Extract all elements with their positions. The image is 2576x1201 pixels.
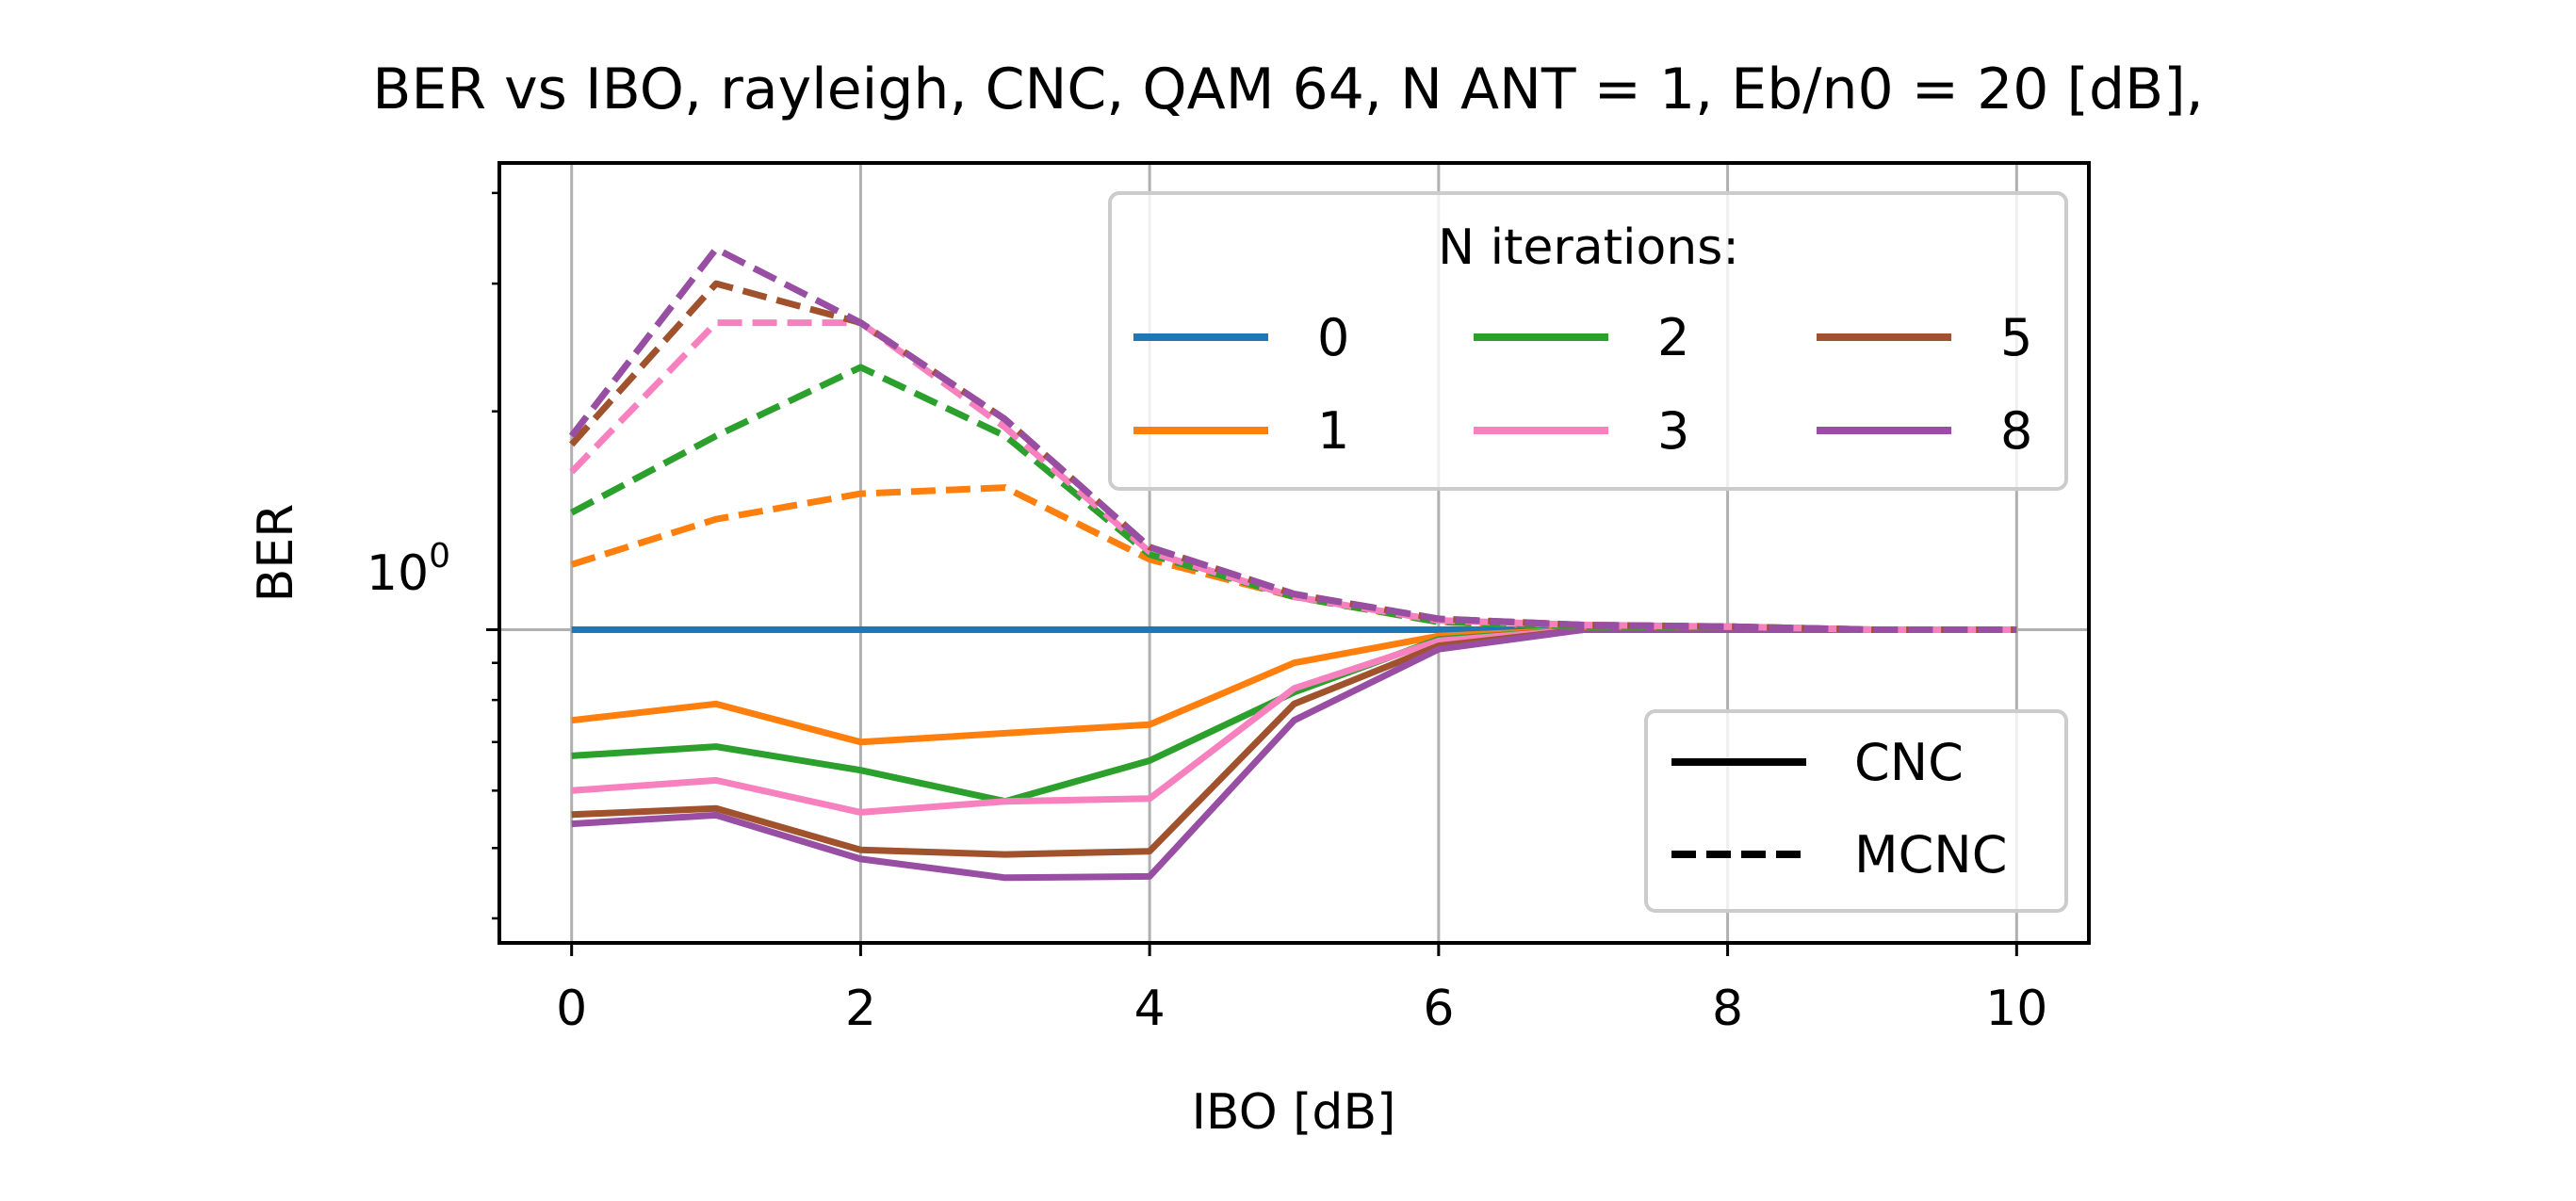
x-tick-label: 8 — [1712, 981, 1743, 1037]
legend-label-3: 3 — [1657, 401, 1689, 461]
x-tick-label: 6 — [1423, 981, 1454, 1037]
legend-label-2: 2 — [1657, 308, 1689, 367]
legend-label-5: 5 — [2000, 308, 2032, 367]
legend-label-1: 1 — [1317, 401, 1349, 461]
x-tick-label: 4 — [1134, 981, 1166, 1037]
y-tick-base: 10 — [367, 545, 429, 602]
x-tick-label: 0 — [556, 981, 587, 1037]
legend-label-0: 0 — [1317, 308, 1349, 367]
y-tick-exponent: 0 — [429, 537, 450, 576]
legend-n-iterations: N iterations: 0 1 2 3 5 8 — [1110, 193, 2066, 489]
legend-label-mcnc: MCNC — [1854, 825, 2007, 885]
legend-n-iterations-title: N iterations: — [1438, 219, 1739, 276]
x-axis-label: IBO [dB] — [1192, 1084, 1396, 1141]
chart-title: BER vs IBO, rayleigh, CNC, QAM 64, N ANT… — [372, 57, 2203, 122]
legend-label-cnc: CNC — [1854, 733, 1964, 792]
legend-label-8: 8 — [2000, 401, 2032, 461]
legend-method: CNC MCNC — [1646, 711, 2066, 911]
x-tick-label: 10 — [1985, 981, 2047, 1037]
x-tick-label: 2 — [845, 981, 876, 1037]
y-axis-label: BER — [248, 504, 304, 603]
